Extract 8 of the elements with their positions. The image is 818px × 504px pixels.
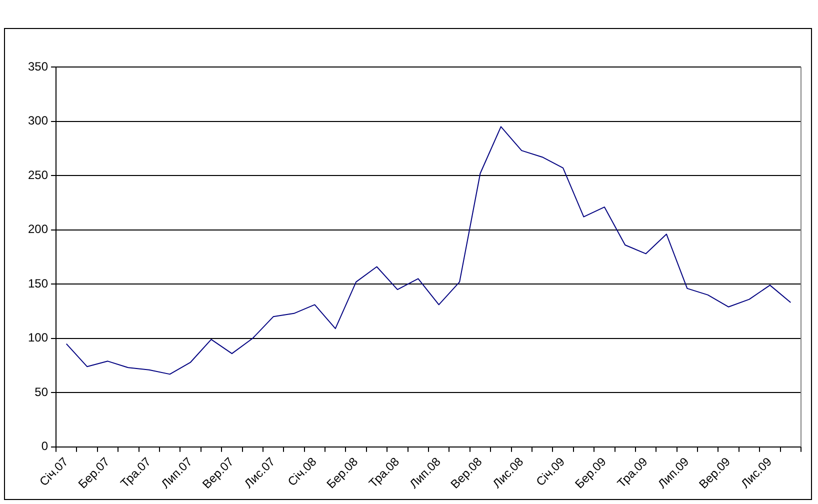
y-tick-label: 200: [28, 222, 48, 236]
y-tick-label: 350: [28, 59, 48, 74]
y-tick-label: 100: [28, 330, 48, 345]
y-tick-label: 0: [41, 439, 48, 454]
y-tick-label: 250: [28, 168, 48, 182]
y-tick-label: 300: [28, 114, 48, 128]
y-tick-label: 50: [34, 384, 48, 399]
y-tick-label: 150: [28, 276, 48, 290]
